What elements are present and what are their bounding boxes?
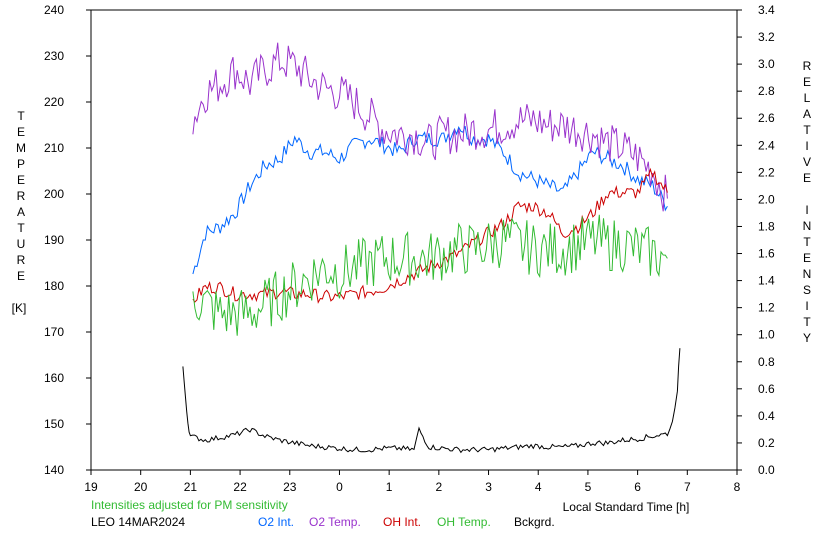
right-label-letter: E [803,75,811,89]
x-axis-ticks: 19 20 21 22 23 0 1 2 3 4 5 6 7 8 [84,470,741,494]
legend-item: OH Temp. [437,515,491,529]
x-axis-label: Local Standard Time [h] [563,500,690,514]
left-label-letter: E [17,173,25,187]
y-right-tick-label: 0.2 [758,436,775,450]
y-right-tick-label: 1.8 [758,219,775,233]
y-left-tick-label: 160 [44,371,64,385]
plot-frame [90,9,738,471]
left-label-letter: M [16,141,26,155]
y-right-tick-label: 3.0 [758,57,775,71]
left-label-letter: E [17,125,25,139]
series-line-bckgrd [182,348,681,454]
right-label-letter: I [805,203,808,217]
y-left-tick-label: 230 [44,49,64,63]
right-label-letter: E [803,171,811,185]
x-tick-label: 7 [684,480,691,494]
x-tick-label: 6 [634,480,641,494]
right-label-letter: R [803,59,812,73]
left-label-letter: R [17,253,26,267]
y-left-tick-label: 240 [44,3,64,17]
legend: O2 Int. O2 Temp. OH Int. OH Temp. Bckgrd. [258,515,555,529]
left-label-letter: T [17,221,25,235]
y-left-tick-label: 210 [44,141,64,155]
y-right-tick-label: 2.4 [758,138,775,152]
right-label-letter: A [803,107,811,121]
x-tick-label: 21 [184,480,198,494]
x-tick-label: 8 [734,480,741,494]
y-right-tick-label: 1.2 [758,301,775,315]
y-right-tick-label: 0.0 [758,463,775,477]
x-tick-label: 20 [134,480,148,494]
x-tick-label: 19 [84,480,98,494]
right-label-letter: I [805,299,808,313]
legend-item: O2 Int. [258,515,294,529]
x-tick-label: 0 [336,480,343,494]
series-line-oh-int [192,167,668,304]
y-left-tick-label: 180 [44,279,64,293]
left-label-letter: P [17,157,25,171]
right-axis-ticks: 0.0 0.2 0.4 0.6 0.8 1.0 1.2 1.4 1.6 1.8 2.0 2.2 2.4 2… [737,3,775,477]
y-right-tick-label: 1.6 [758,247,775,261]
legend-item: O2 Temp. [309,515,361,529]
pm-sensitivity-note: Intensities adjusted for PM sensitivity [91,498,288,512]
right-label-letter: S [803,283,811,297]
y-left-tick-label: 220 [44,95,64,109]
y-right-tick-label: 0.6 [758,382,775,396]
right-label-letter: N [803,219,812,233]
y-right-tick-label: 3.2 [758,30,775,44]
series-line-o2-temp [192,42,668,212]
y-right-tick-label: 1.4 [758,274,775,288]
x-tick-label: 5 [585,480,592,494]
left-label-letter: E [17,269,25,283]
x-tick-label: 1 [386,480,393,494]
y-right-tick-label: 2.0 [758,192,775,206]
y-left-tick-label: 170 [44,325,64,339]
y-right-tick-label: 1.0 [758,328,775,342]
series-line-o2-int [192,125,668,275]
left-label-letter: T [17,109,25,123]
legend-item: Bckgrd. [514,515,555,529]
right-label-letter: T [803,315,811,329]
y-right-tick-label: 0.4 [758,409,775,423]
left-label-letter: R [17,189,26,203]
right-label-letter: E [803,251,811,265]
series-line-oh-temp [192,214,668,336]
right-label-letter: Y [803,331,811,345]
y-left-tick-label: 190 [44,233,64,247]
right-label-letter: V [803,155,811,169]
left-axis-ticks: 140 150 160 170 180 190 200 210 220 230 240 [44,3,91,477]
y-right-tick-label: 2.6 [758,111,775,125]
y-left-tick-label: 200 [44,187,64,201]
series-group [182,42,681,454]
left-label-letter: U [17,237,26,251]
x-tick-label: 23 [283,480,297,494]
right-label-letter: L [804,91,811,105]
x-tick-label: 2 [436,480,443,494]
x-tick-label: 3 [485,480,492,494]
y-right-tick-label: 0.8 [758,355,775,369]
right-label-letter: N [803,267,812,281]
y-right-tick-label: 2.8 [758,84,775,98]
y-right-tick-label: 3.4 [758,3,775,17]
legend-item: OH Int. [383,515,421,529]
x-tick-label: 22 [233,480,247,494]
right-label-letter: T [803,123,811,137]
y-left-tick-label: 150 [44,417,64,431]
station-date-label: LEO 14MAR2024 [91,515,185,529]
y-right-tick-label: 2.2 [758,165,775,179]
x-tick-label: 4 [535,480,542,494]
y-left-tick-label: 140 [44,463,64,477]
left-label-letter: A [17,205,25,219]
right-label-letter: T [803,235,811,249]
left-label-unit: [K] [12,301,27,315]
right-label-letter: I [805,139,808,153]
